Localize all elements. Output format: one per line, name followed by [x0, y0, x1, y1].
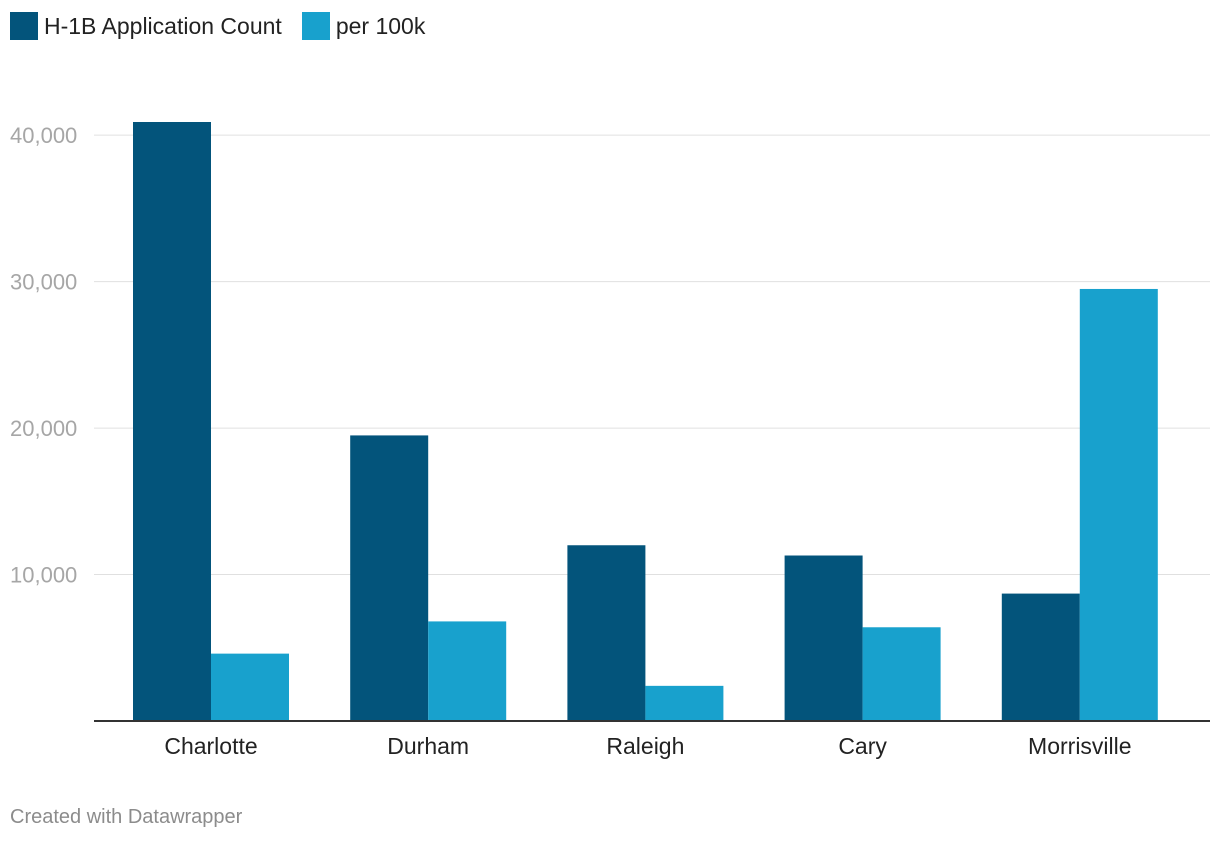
legend: H-1B Application Count per 100k [10, 12, 445, 40]
bar-morrisville-count [1001, 593, 1080, 721]
y-tick-label: 40,000 [10, 123, 77, 148]
bar-charlotte-count [133, 122, 211, 721]
bar-cary-count [784, 555, 863, 721]
bar-charlotte-per-100k [211, 653, 289, 721]
y-tick-label: 30,000 [10, 270, 77, 295]
legend-item-h1b-count: H-1B Application Count [10, 12, 282, 40]
x-tick-label: Raleigh [606, 733, 684, 759]
x-tick-label: Durham [387, 733, 469, 759]
bar-durham-count [350, 435, 429, 721]
bar-morrisville-per-100k [1079, 288, 1158, 721]
legend-label-h1b-count: H-1B Application Count [44, 12, 282, 39]
y-tick-label: 20,000 [10, 416, 77, 441]
y-tick-label: 10,000 [10, 563, 77, 588]
bar-raleigh-count [567, 545, 646, 721]
bar-durham-per-100k [428, 621, 507, 721]
x-tick-label: Cary [838, 733, 887, 759]
legend-swatch-h1b-count [10, 12, 38, 40]
x-tick-label: Charlotte [164, 733, 257, 759]
legend-swatch-per-100k [301, 12, 330, 40]
x-tick-label: Morrisville [1028, 733, 1132, 759]
footer-credit: Created with Datawrapper [10, 806, 243, 828]
bar-cary-per-100k [862, 627, 941, 721]
legend-item-per-100k: per 100k [301, 12, 426, 40]
legend-label-per-100k: per 100k [335, 12, 426, 39]
bar-raleigh-per-100k [645, 685, 724, 721]
